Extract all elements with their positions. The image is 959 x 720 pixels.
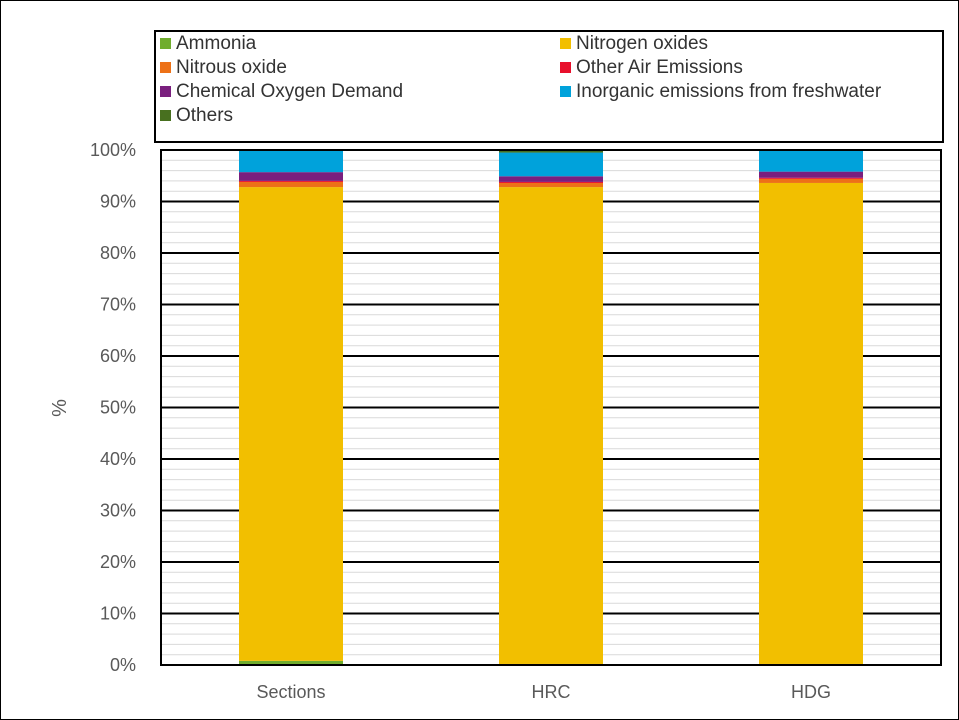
- legend-swatch: [160, 86, 171, 97]
- y-axis-title: %: [49, 399, 71, 417]
- bar-segment: [239, 181, 343, 188]
- legend-swatch: [160, 62, 171, 73]
- y-tick-label: 30%: [100, 501, 136, 521]
- bar-segment: [499, 181, 603, 183]
- y-tick-label: 100%: [90, 140, 136, 160]
- bar-segment: [759, 171, 863, 178]
- y-tick-label: 70%: [100, 295, 136, 315]
- bar-segment: [759, 178, 863, 183]
- x-axis-category-labels: Sections HRC HDG: [256, 682, 831, 702]
- legend-swatch: [560, 38, 571, 49]
- legend-swatch: [160, 38, 171, 49]
- legend-label: Ammonia: [176, 33, 257, 54]
- legend-item: Ammonia: [160, 32, 256, 56]
- legend-item: Others: [160, 104, 233, 128]
- y-tick-label: 90%: [100, 192, 136, 212]
- bar-segment: [499, 182, 603, 188]
- y-tick-label: 20%: [100, 552, 136, 572]
- legend-item: Other Air Emissions: [560, 56, 743, 80]
- legend-label: Inorganic emissions from freshwater: [576, 81, 882, 102]
- bar-segment: [499, 150, 603, 153]
- bar-segment: [239, 187, 343, 661]
- x-category-label: HDG: [791, 682, 831, 702]
- y-axis-tick-labels: 0% 10% 20% 30% 40% 50% 60% 70% 80% 90% 100%: [90, 140, 136, 675]
- legend-item: Nitrous oxide: [160, 56, 287, 80]
- bar-segment: [239, 150, 343, 173]
- y-tick-label: 60%: [100, 346, 136, 366]
- legend-label: Chemical Oxygen Demand: [176, 81, 404, 102]
- x-category-label: Sections: [256, 682, 325, 702]
- bar-segment: [239, 660, 343, 665]
- legend-swatch: [160, 110, 171, 121]
- legend-label: Nitrous oxide: [176, 57, 287, 78]
- y-tick-label: 10%: [100, 604, 136, 624]
- y-tick-label: 40%: [100, 449, 136, 469]
- plot-area-border: [160, 149, 942, 666]
- legend-label: Nitrogen oxides: [576, 33, 709, 54]
- legend-label: Other Air Emissions: [576, 57, 743, 78]
- bar-segment: [239, 172, 343, 181]
- legend: Ammonia Nitrogen oxides Nitrous oxide Other…: [154, 30, 944, 143]
- legend-swatch: [560, 62, 571, 73]
- y-tick-label: 80%: [100, 243, 136, 263]
- legend-item: Chemical Oxygen Demand: [160, 80, 403, 104]
- legend-item: Inorganic emissions from freshwater: [560, 80, 881, 104]
- bar-segment: [759, 182, 863, 664]
- legend-label: Others: [176, 105, 234, 126]
- bar-segment: [499, 187, 603, 664]
- bar-segment: [499, 176, 603, 182]
- bar-segment: [759, 177, 863, 179]
- y-tick-label: 50%: [100, 398, 136, 418]
- y-tick-label: 0%: [110, 655, 136, 675]
- x-category-label: HRC: [532, 682, 571, 702]
- legend-swatch: [560, 86, 571, 97]
- bar-segment: [759, 150, 863, 172]
- bar-segment: [239, 180, 343, 182]
- stacked-bars: [239, 150, 863, 665]
- legend-item: Nitrogen oxides: [560, 32, 708, 56]
- bar-segment: [499, 152, 603, 177]
